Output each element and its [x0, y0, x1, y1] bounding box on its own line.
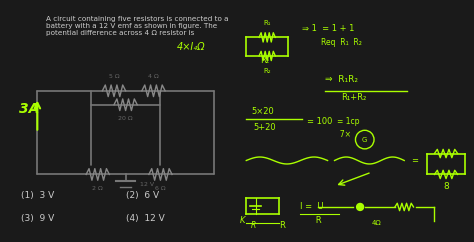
Text: R: R	[300, 216, 321, 225]
Text: K: K	[239, 216, 245, 225]
Text: = 1cp: = 1cp	[337, 116, 359, 126]
Text: 4 Ω: 4 Ω	[148, 74, 159, 79]
Text: (2)  6 V: (2) 6 V	[126, 191, 159, 200]
Text: 3A: 3A	[19, 102, 39, 116]
Text: 20 Ω: 20 Ω	[118, 116, 133, 121]
Text: 4Ω: 4Ω	[372, 220, 382, 226]
Text: 8: 8	[443, 182, 449, 190]
Text: = 100: = 100	[307, 116, 332, 126]
Text: 7×: 7×	[335, 130, 351, 139]
Text: R: R	[279, 221, 285, 230]
Text: (1)  3 V: (1) 3 V	[21, 191, 55, 200]
Text: R₁+R₂: R₁+R₂	[341, 93, 367, 102]
Text: (3)  9 V: (3) 9 V	[21, 214, 55, 223]
Text: =: =	[411, 156, 418, 165]
Circle shape	[356, 204, 364, 211]
Text: A circuit containing five resistors is connected to a
battery with a 12 V emf as: A circuit containing five resistors is c…	[46, 16, 228, 37]
Text: R: R	[251, 221, 256, 230]
Text: R₁: R₁	[264, 20, 271, 26]
Text: 6 Ω: 6 Ω	[155, 186, 166, 191]
Text: 2 Ω: 2 Ω	[92, 186, 103, 191]
Text: (4)  12 V: (4) 12 V	[126, 214, 164, 223]
Text: 4×I₄Ω: 4×I₄Ω	[177, 42, 205, 52]
Text: 5×20: 5×20	[251, 107, 273, 116]
Text: ⇒ 1  = 1 + 1: ⇒ 1 = 1 + 1	[302, 23, 355, 33]
Text: R₂: R₂	[264, 68, 271, 74]
Text: I =  U: I = U	[300, 203, 323, 212]
Text: 5+20: 5+20	[253, 123, 276, 132]
Text: ⇒  R₁R₂: ⇒ R₁R₂	[325, 75, 358, 84]
Text: G: G	[362, 136, 367, 143]
Text: 12 V: 12 V	[139, 182, 154, 187]
Text: R₂: R₂	[260, 56, 269, 65]
Text: 5 Ω: 5 Ω	[109, 74, 119, 79]
Text: Req  R₁  R₂: Req R₁ R₂	[320, 38, 362, 46]
